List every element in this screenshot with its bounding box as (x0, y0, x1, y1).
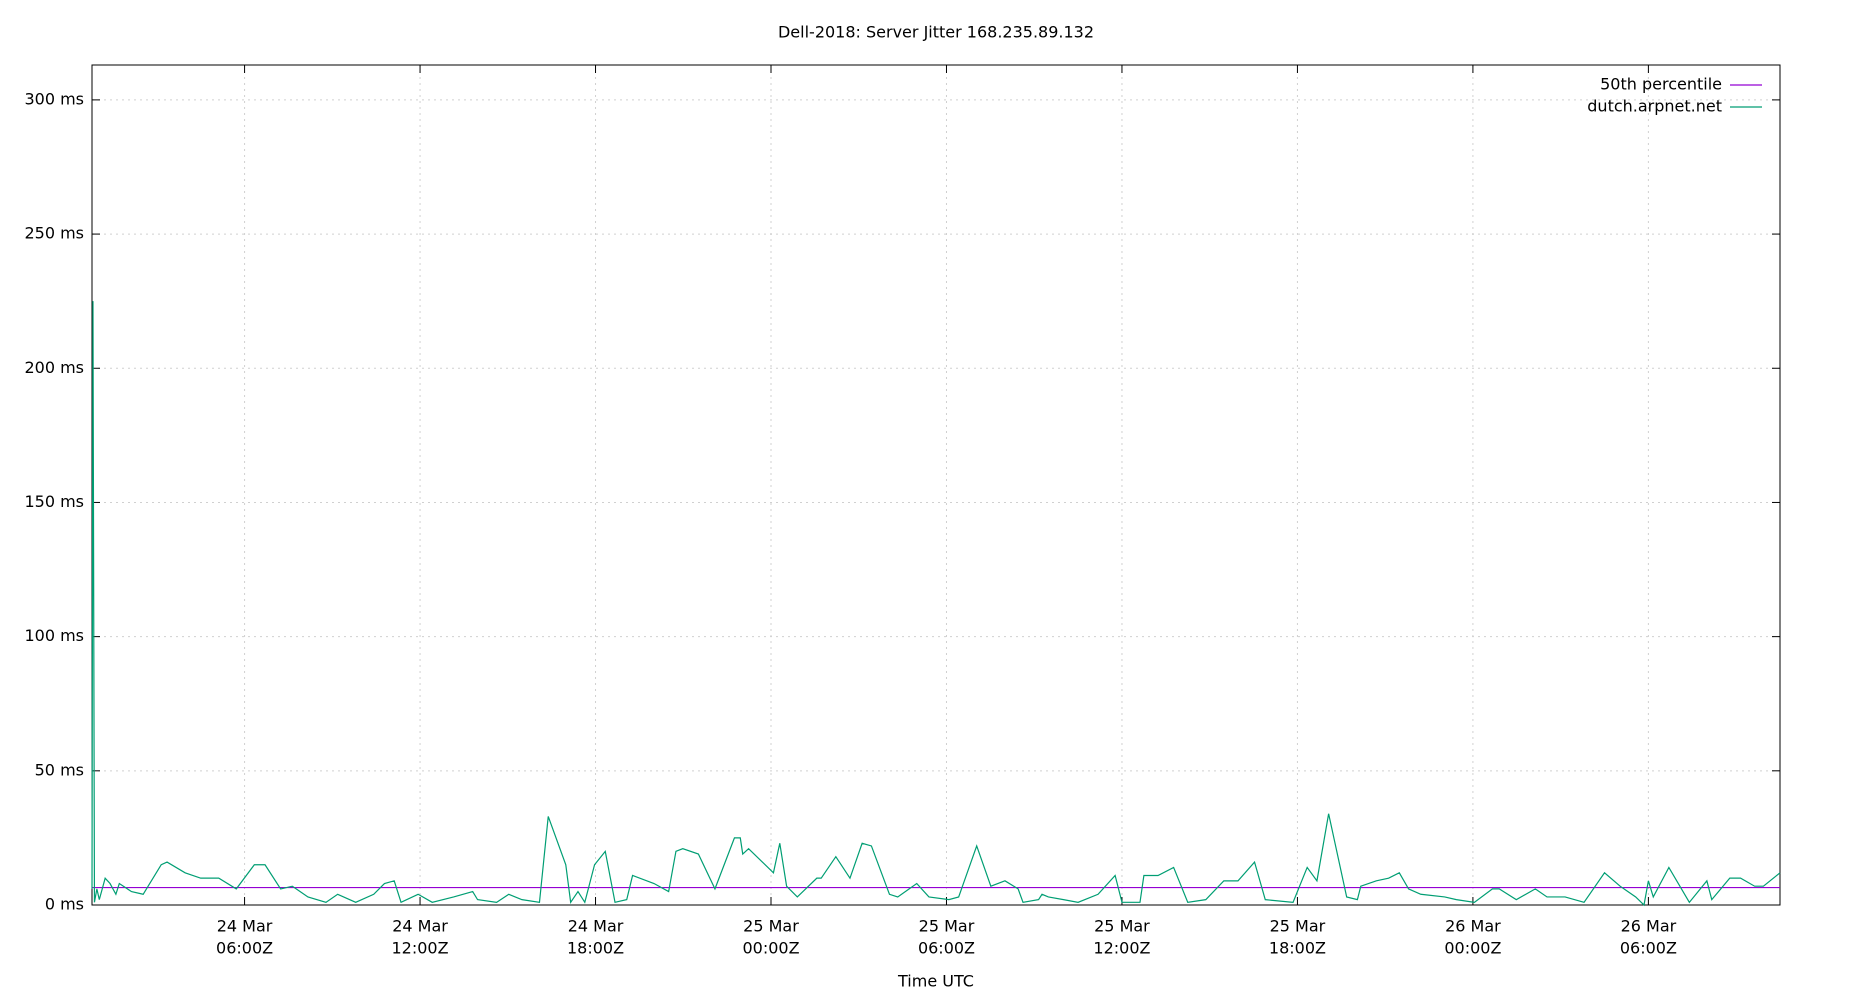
plot-frame (91, 64, 1781, 906)
x-tick-label: 25 Mar (919, 917, 975, 936)
x-tick-label: 25 Mar (1094, 917, 1150, 936)
x-tick-label: 25 Mar (1270, 917, 1326, 936)
x-tick-label: 24 Mar (217, 917, 273, 936)
chart-title: Dell-2018: Server Jitter 168.235.89.132 (778, 23, 1094, 42)
x-tick-label: 12:00Z (392, 939, 449, 958)
x-tick-label: 25 Mar (743, 917, 799, 936)
x-tick-label: 12:00Z (1093, 939, 1150, 958)
x-tick-label: 18:00Z (567, 939, 624, 958)
x-tick-label: 00:00Z (742, 939, 799, 958)
series-line (91, 301, 1781, 907)
legend-label: dutch.arpnet.net (1587, 97, 1722, 116)
x-tick-label: 06:00Z (216, 939, 273, 958)
x-tick-label: 24 Mar (568, 917, 624, 936)
x-tick-label: 06:00Z (1620, 939, 1677, 958)
y-tick-label: 200 ms (24, 358, 84, 377)
y-tick-label: 50 ms (35, 760, 84, 779)
x-tick-label: 18:00Z (1269, 939, 1326, 958)
x-tick-label: 26 Mar (1445, 917, 1501, 936)
legend-label: 50th percentile (1600, 75, 1722, 94)
x-tick-label: 06:00Z (918, 939, 975, 958)
x-tick-label: 00:00Z (1444, 939, 1501, 958)
y-tick-label: 100 ms (24, 626, 84, 645)
y-tick-label: 150 ms (24, 492, 84, 511)
x-tick-label: 24 Mar (392, 917, 448, 936)
x-axis-label: Time UTC (897, 972, 974, 991)
y-tick-label: 250 ms (24, 224, 84, 243)
y-tick-label: 300 ms (24, 89, 84, 108)
y-tick-label: 0 ms (45, 895, 84, 914)
x-tick-label: 26 Mar (1621, 917, 1677, 936)
